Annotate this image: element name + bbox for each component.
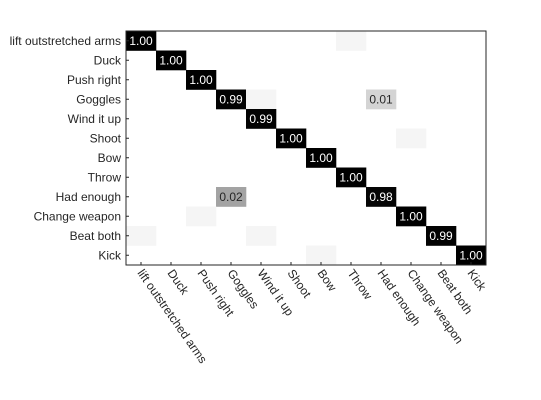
heatmap-cell-r4-c4 — [246, 109, 277, 129]
heatmap-cell-r6-c6 — [306, 148, 337, 168]
cell-value-labels: 1.00 1.00 1.00 0.99 0.01 0.99 1.00 1.00 1.00 0.02… — [129, 34, 483, 263]
y-axis-tick-labels: lift outstretched arms Duck Push right Gogg… — [10, 34, 122, 263]
heatmap-cell-r0-c7 — [336, 31, 367, 51]
cell-value-label: 1.00 — [459, 248, 483, 262]
cell-value-label: 0.98 — [369, 190, 393, 204]
heatmap-cell-r5-c9 — [396, 128, 427, 149]
heatmap-cell-r5-c5 — [276, 128, 307, 149]
heatmap-cell-r7-c7 — [336, 167, 367, 188]
heatmap-cell-r8-c3 — [216, 187, 247, 207]
y-tick-label-beat-both: Beat both — [70, 229, 121, 243]
y-tick-label-push-right: Push right — [67, 73, 122, 87]
heatmap-cells — [126, 31, 487, 266]
heatmap-cell-r10-c4 — [246, 226, 277, 246]
heatmap-cell-r10-c10 — [426, 226, 457, 246]
cell-value-label: 0.99 — [219, 92, 243, 106]
heatmap-cell-r11-c11 — [456, 245, 487, 266]
cell-value-label: 0.99 — [429, 229, 453, 243]
y-tick-label-wind-it-up: Wind it up — [68, 112, 122, 126]
cell-value-label: 1.00 — [399, 209, 423, 223]
heatmap-cell-r2-c2 — [186, 70, 217, 90]
cell-value-label: 0.02 — [219, 190, 243, 204]
y-tick-label-lift-outstretched-arms: lift outstretched arms — [10, 34, 121, 48]
heatmap-cell-r8-c8 — [366, 187, 397, 207]
y-tick-label-kick: Kick — [98, 248, 122, 262]
y-tick-label-throw: Throw — [88, 170, 122, 184]
cell-value-label: 1.00 — [189, 73, 213, 87]
heatmap-cell-r11-c6 — [306, 245, 337, 266]
y-tick-label-duck: Duck — [94, 53, 122, 67]
cell-value-label: 1.00 — [129, 34, 153, 48]
heatmap-cell-r3-c3 — [216, 89, 247, 110]
heatmap-cell-r3-c4 — [246, 89, 277, 110]
y-tick-label-shoot: Shoot — [90, 131, 122, 145]
cell-value-label: 1.00 — [159, 53, 183, 67]
y-axis-ticks — [126, 40, 129, 256]
heatmap-cell-r1-c1 — [156, 50, 187, 71]
y-tick-label-had-enough: Had enough — [56, 190, 121, 204]
y-tick-label-goggles: Goggles — [76, 92, 121, 106]
x-axis-ticks — [140, 262, 472, 265]
cell-value-label: 0.99 — [249, 112, 273, 126]
cell-value-label: 1.00 — [279, 131, 303, 145]
axes-box — [125, 30, 487, 266]
y-tick-label-change-weapon: Change weapon — [34, 209, 121, 223]
cell-value-label: 1.00 — [339, 170, 363, 184]
heatmap-cell-r9-c2 — [186, 206, 217, 227]
heatmap-cell-r10-c0 — [126, 226, 157, 246]
heatmap-cell-r0-c0 — [126, 31, 157, 51]
heatmap-cell-r3-c8 — [366, 89, 397, 110]
heatmap-cell-r9-c9 — [396, 206, 427, 227]
cell-value-label: 1.00 — [309, 151, 333, 165]
y-tick-label-bow: Bow — [98, 151, 122, 165]
cell-value-label: 0.01 — [369, 92, 393, 106]
